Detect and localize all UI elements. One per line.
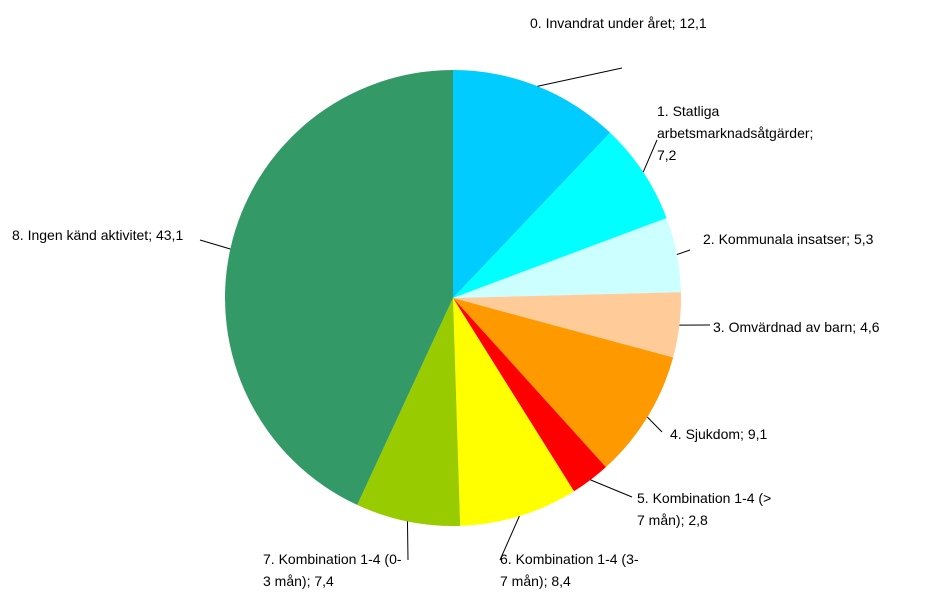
- slice-label: 8. Ingen känd aktivitet; 43,1: [12, 224, 202, 246]
- pie-slice: [453, 298, 606, 492]
- pie-slice: [453, 292, 681, 358]
- slice-label: 3. Omvärdnad av barn; 4,6: [713, 316, 928, 338]
- category-label: 5. Kombination 1-4 (> 7 mån);: [637, 490, 772, 528]
- value-label: 12,1: [679, 15, 707, 31]
- slice-label: 6. Kombination 1-4 (3-7 mån); 8,4: [500, 548, 640, 592]
- leader-line: [406, 521, 409, 561]
- pie-slice: [224, 70, 453, 505]
- leader-line: [499, 515, 520, 561]
- category-label: 7. Kombination 1-4 (0-3 mån);: [263, 551, 402, 589]
- value-label: 4,6: [860, 319, 880, 335]
- category-label: 8. Ingen känd aktivitet;: [12, 227, 153, 243]
- category-label: 2. Kommunala insatser;: [703, 231, 851, 247]
- leader-line: [642, 139, 658, 173]
- leader-line: [647, 416, 663, 433]
- leader-line: [199, 239, 231, 250]
- value-label: 2,8: [688, 512, 708, 528]
- category-label: 4. Sjukdom;: [670, 426, 744, 442]
- pie-slice: [357, 298, 461, 527]
- pie-slice: [453, 298, 574, 526]
- value-label: 7,4: [314, 573, 334, 589]
- category-label: 1. Statliga arbetsmarknadsåtgärder;: [657, 103, 814, 141]
- slice-label: 2. Kommunala insatser; 5,3: [703, 228, 888, 250]
- value-label: 43,1: [155, 227, 184, 243]
- category-label: 6. Kombination 1-4 (3-7 mån);: [500, 551, 639, 589]
- category-label: 0. Invandrat under året;: [530, 15, 676, 31]
- slice-label: 1. Statliga arbetsmarknadsåtgärder; 7,2: [657, 100, 832, 166]
- slice-label: 0. Invandrat under året; 12,1: [530, 12, 740, 34]
- value-label: 8,4: [551, 573, 571, 589]
- leader-line: [537, 67, 623, 87]
- pie-slice: [453, 218, 681, 298]
- value-label: 5,3: [853, 231, 874, 247]
- pie-slice: [453, 298, 674, 468]
- slice-label: 4. Sjukdom; 9,1: [670, 423, 870, 445]
- leader-line: [676, 249, 691, 256]
- value-label: 7,2: [657, 147, 677, 163]
- slice-label: 7. Kombination 1-4 (0-3 mån); 7,4: [263, 548, 403, 592]
- pie-slice: [453, 70, 611, 298]
- leader-line: [590, 479, 633, 498]
- slice-label: 5. Kombination 1-4 (> 7 mån); 2,8: [637, 487, 777, 531]
- value-label: 9,1: [747, 426, 768, 442]
- pie-slice: [453, 132, 667, 298]
- category-label: 3. Omvärdnad av barn;: [713, 319, 857, 335]
